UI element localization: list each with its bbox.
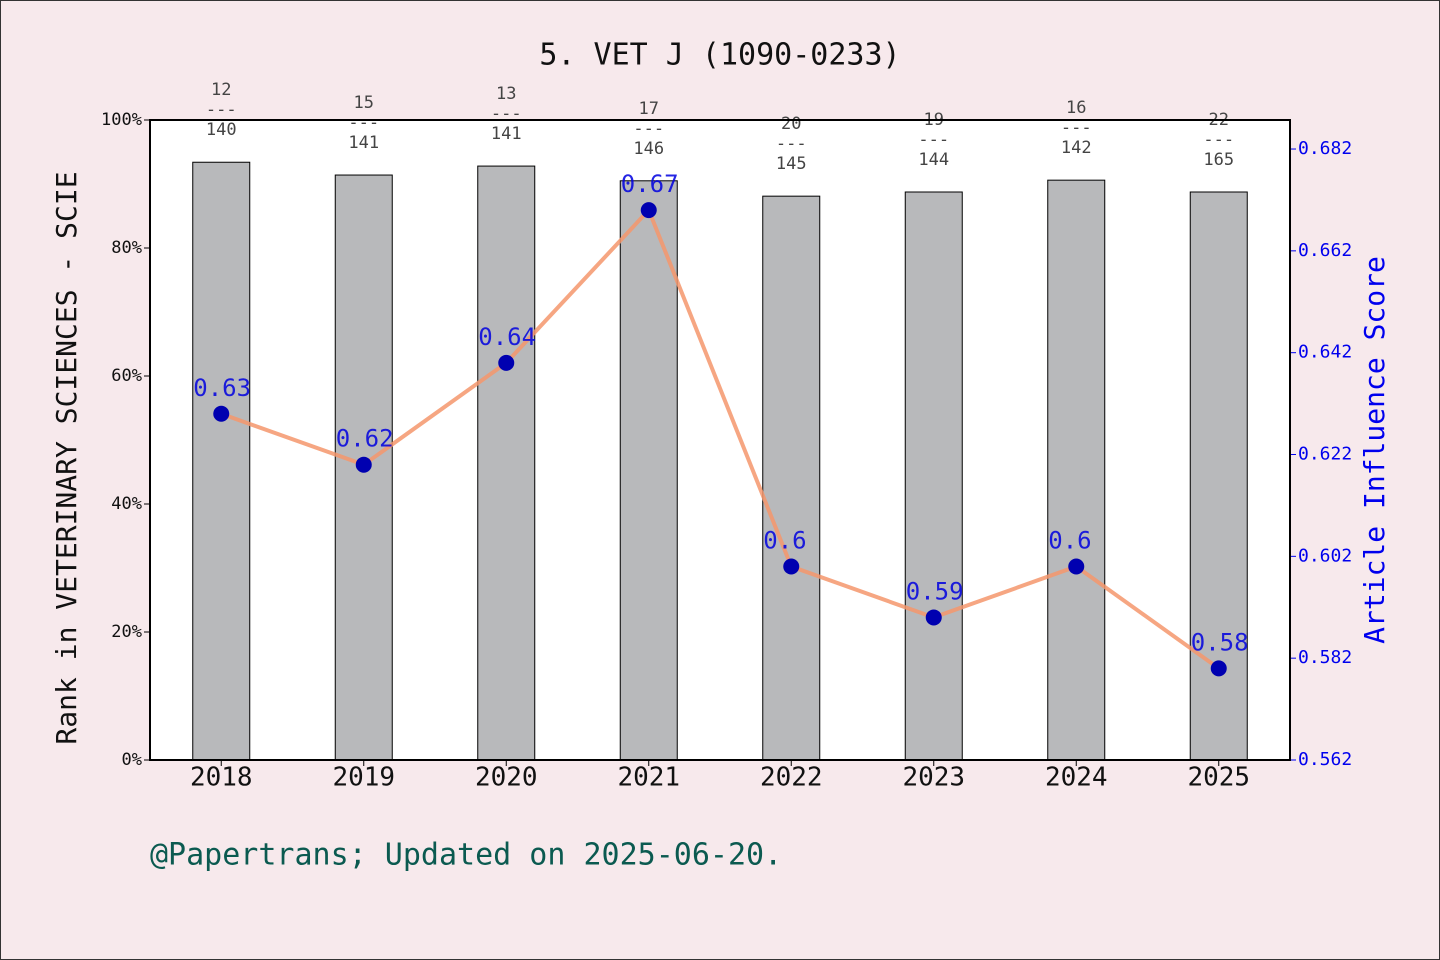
rank-label: 20 <box>781 114 801 134</box>
value-label: 0.59 <box>906 577 964 605</box>
value-label: 0.6 <box>763 527 806 555</box>
bar <box>192 161 251 761</box>
point <box>1210 660 1227 677</box>
y2-tick-label: 0.602 <box>1298 545 1352 566</box>
rank-label: 17 <box>639 99 659 119</box>
y-tick-label: 0% <box>122 750 142 770</box>
rank-separator: --- <box>206 100 237 120</box>
total-label: 144 <box>918 150 949 170</box>
bar <box>1047 179 1106 761</box>
x-tick-label: 2023 <box>902 763 965 793</box>
rank-separator: --- <box>1203 130 1234 150</box>
value-label: 0.58 <box>1191 628 1249 656</box>
x-tick-label: 2019 <box>332 763 395 793</box>
y-axis-label: Rank in VETERINARY SCIENCES - SCIE <box>50 171 83 744</box>
point <box>355 456 372 473</box>
x-tick-label: 2020 <box>475 763 538 793</box>
x-tick-label: 2025 <box>1187 763 1250 793</box>
total-label: 141 <box>348 133 379 153</box>
y2-axis-label: Article Influence Score <box>1358 256 1391 644</box>
x-tick-label: 2022 <box>760 763 823 793</box>
total-label: 140 <box>206 120 237 140</box>
bar <box>477 165 536 761</box>
chart-title: 5. VET J (1090-0233) <box>539 38 900 73</box>
y-tick-label: 60% <box>111 366 142 386</box>
rank-separator: --- <box>1061 118 1092 138</box>
bar <box>904 191 963 761</box>
line <box>220 206 1220 670</box>
total-label: 141 <box>491 124 522 144</box>
y2-tick-label: 0.642 <box>1298 342 1352 363</box>
rank-separator: --- <box>348 113 379 133</box>
y2-tick-label: 0.662 <box>1298 240 1352 261</box>
y2-tick-label: 0.622 <box>1298 444 1352 465</box>
plot-area <box>150 120 1290 760</box>
rank-label: 13 <box>496 84 516 104</box>
plot-frame <box>149 119 1291 761</box>
total-label: 145 <box>776 154 807 174</box>
x-tick-label: 2021 <box>617 763 680 793</box>
y-tick-label: 80% <box>111 238 142 258</box>
rank-label: 15 <box>354 93 374 113</box>
y-tick-label: 100% <box>101 110 142 130</box>
value-label: 0.6 <box>1048 527 1091 555</box>
point <box>213 405 230 422</box>
x-tick-label: 2018 <box>190 763 253 793</box>
y-tick-label: 40% <box>111 494 142 514</box>
y2-tick-label: 0.682 <box>1298 138 1352 159</box>
value-label: 0.67 <box>621 170 679 198</box>
total-label: 165 <box>1203 150 1234 170</box>
bar <box>762 195 821 761</box>
point <box>640 202 657 219</box>
bar <box>619 180 678 761</box>
rank-separator: --- <box>918 130 949 150</box>
value-label: 0.63 <box>193 374 251 402</box>
rank-label: 12 <box>211 80 231 100</box>
point <box>925 609 942 626</box>
footer: @Papertrans; Updated on 2025-06-20. <box>150 838 782 873</box>
point <box>783 558 800 575</box>
y2-tick-label: 0.582 <box>1298 647 1352 668</box>
x-tick-label: 2024 <box>1045 763 1108 793</box>
rank-separator: --- <box>633 119 664 139</box>
point <box>1068 558 1085 575</box>
value-label: 0.62 <box>336 425 394 453</box>
rank-separator: --- <box>491 104 522 124</box>
rank-label: 16 <box>1066 98 1086 118</box>
y-tick-label: 20% <box>111 622 142 642</box>
total-label: 146 <box>633 139 664 159</box>
total-label: 142 <box>1061 138 1092 158</box>
rank-separator: --- <box>776 134 807 154</box>
value-label: 0.64 <box>478 323 536 351</box>
y2-tick-label: 0.562 <box>1298 749 1352 770</box>
point <box>498 354 515 371</box>
